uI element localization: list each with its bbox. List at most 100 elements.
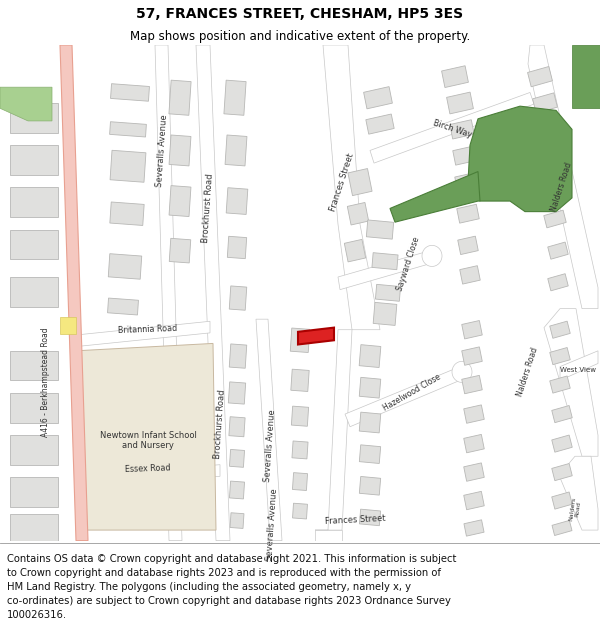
- Polygon shape: [108, 254, 142, 279]
- Polygon shape: [373, 302, 397, 326]
- Polygon shape: [229, 286, 247, 310]
- Polygon shape: [572, 45, 600, 108]
- Polygon shape: [548, 242, 568, 259]
- Text: Frances Street: Frances Street: [325, 514, 386, 526]
- Polygon shape: [10, 514, 58, 544]
- Polygon shape: [169, 462, 191, 482]
- Polygon shape: [537, 121, 559, 138]
- Polygon shape: [107, 298, 139, 315]
- Polygon shape: [460, 266, 480, 284]
- Polygon shape: [464, 491, 484, 510]
- Polygon shape: [446, 92, 473, 114]
- Circle shape: [422, 246, 442, 266]
- Polygon shape: [106, 407, 134, 432]
- Polygon shape: [224, 80, 246, 115]
- Polygon shape: [457, 204, 479, 223]
- Polygon shape: [110, 150, 146, 182]
- Polygon shape: [293, 503, 307, 519]
- Polygon shape: [468, 106, 572, 212]
- Polygon shape: [442, 66, 469, 88]
- Polygon shape: [256, 319, 282, 541]
- Polygon shape: [169, 186, 191, 216]
- Polygon shape: [290, 328, 310, 352]
- Polygon shape: [10, 478, 58, 507]
- Polygon shape: [533, 93, 557, 113]
- Text: Essex Road: Essex Road: [125, 464, 171, 474]
- Polygon shape: [292, 441, 308, 459]
- Polygon shape: [10, 188, 58, 217]
- Polygon shape: [227, 236, 247, 259]
- Polygon shape: [169, 389, 191, 414]
- Polygon shape: [560, 351, 598, 381]
- Polygon shape: [559, 456, 598, 530]
- Polygon shape: [229, 481, 245, 499]
- Polygon shape: [462, 321, 482, 339]
- Polygon shape: [292, 472, 308, 491]
- Polygon shape: [464, 434, 484, 452]
- Polygon shape: [10, 393, 58, 422]
- Polygon shape: [359, 344, 381, 367]
- Polygon shape: [464, 463, 484, 481]
- Polygon shape: [376, 284, 401, 301]
- Text: West View: West View: [560, 367, 596, 372]
- Text: Severalls Avenue: Severalls Avenue: [155, 114, 169, 187]
- Polygon shape: [338, 251, 435, 289]
- Polygon shape: [169, 348, 191, 375]
- Polygon shape: [107, 359, 137, 384]
- Text: to Crown copyright and database rights 2023 and is reproduced with the permissio: to Crown copyright and database rights 2…: [7, 568, 441, 578]
- Polygon shape: [453, 146, 475, 165]
- Polygon shape: [359, 445, 380, 464]
- Text: 100026316.: 100026316.: [7, 610, 67, 620]
- Polygon shape: [169, 80, 191, 115]
- Polygon shape: [548, 274, 568, 291]
- Polygon shape: [76, 465, 220, 488]
- Polygon shape: [229, 382, 245, 404]
- Polygon shape: [359, 509, 380, 526]
- Polygon shape: [366, 114, 394, 134]
- Polygon shape: [10, 435, 58, 465]
- Polygon shape: [345, 367, 465, 427]
- Text: A416 - Berkhampstead Road: A416 - Berkhampstead Road: [41, 328, 50, 437]
- Polygon shape: [528, 45, 598, 309]
- Polygon shape: [291, 369, 309, 391]
- Text: Severalls Avenue: Severalls Avenue: [263, 409, 277, 482]
- Polygon shape: [169, 238, 191, 263]
- Polygon shape: [292, 406, 308, 426]
- Polygon shape: [106, 491, 130, 516]
- Text: 57, FRANCES STREET, CHESHAM, HP5 3ES: 57, FRANCES STREET, CHESHAM, HP5 3ES: [136, 6, 464, 21]
- Polygon shape: [370, 92, 534, 163]
- Polygon shape: [60, 45, 88, 541]
- Polygon shape: [527, 66, 553, 87]
- Text: Contains OS data © Crown copyright and database right 2021. This information is : Contains OS data © Crown copyright and d…: [7, 554, 457, 564]
- Polygon shape: [10, 277, 58, 306]
- Polygon shape: [552, 521, 572, 536]
- Text: Frances Street: Frances Street: [328, 152, 356, 213]
- Polygon shape: [169, 497, 191, 517]
- Polygon shape: [544, 309, 598, 456]
- Text: Nalders
Road: Nalders Road: [568, 496, 582, 522]
- Polygon shape: [552, 435, 572, 452]
- Polygon shape: [550, 348, 570, 364]
- Text: Newtown Infant School
and Nursery: Newtown Infant School and Nursery: [100, 431, 196, 450]
- Polygon shape: [455, 173, 477, 191]
- Polygon shape: [229, 344, 247, 368]
- Polygon shape: [110, 122, 146, 137]
- Polygon shape: [552, 492, 572, 509]
- Polygon shape: [225, 135, 247, 166]
- Polygon shape: [450, 120, 474, 139]
- Text: Hazelwood Close: Hazelwood Close: [382, 373, 442, 413]
- Text: Nalders Road: Nalders Road: [516, 346, 540, 398]
- Polygon shape: [544, 210, 566, 228]
- Polygon shape: [226, 188, 248, 214]
- Polygon shape: [298, 328, 334, 344]
- Polygon shape: [76, 321, 210, 347]
- Text: Severalls Avenue: Severalls Avenue: [265, 488, 279, 561]
- Polygon shape: [169, 426, 191, 449]
- Polygon shape: [552, 406, 572, 422]
- Polygon shape: [367, 220, 394, 239]
- Text: Brockhurst Road: Brockhurst Road: [201, 174, 215, 243]
- Text: Brockhurst Road: Brockhurst Road: [213, 389, 227, 459]
- Polygon shape: [230, 512, 244, 528]
- Polygon shape: [390, 171, 480, 222]
- Polygon shape: [464, 405, 484, 423]
